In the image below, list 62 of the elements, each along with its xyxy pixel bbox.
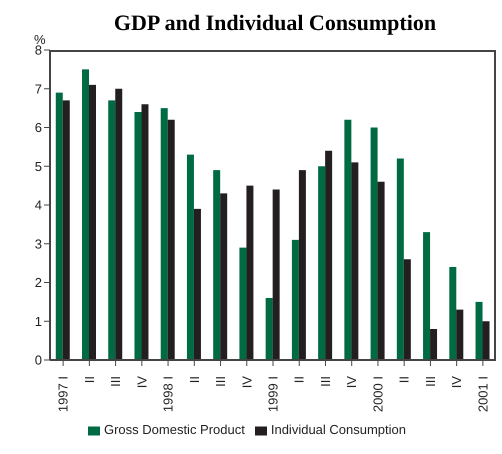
bar [194, 208, 201, 360]
bar [246, 186, 254, 360]
bar [56, 92, 63, 360]
legend-label: Individual Consumption [270, 422, 406, 437]
y-tick-label: 0 [34, 352, 42, 368]
bar [186, 154, 194, 360]
bar [292, 240, 299, 360]
bar [396, 158, 404, 360]
y-tick-label: 2 [34, 275, 42, 290]
bar [213, 170, 220, 360]
bar [344, 120, 352, 360]
y-tick-label: 7 [34, 81, 42, 96]
bar [168, 120, 175, 360]
bar [266, 298, 273, 360]
x-tick-label: 1998 I [160, 376, 176, 412]
bar [239, 248, 246, 360]
bar [378, 182, 385, 360]
x-tick-label: 2001 I [475, 376, 490, 412]
bar [141, 104, 148, 360]
x-tick-label: II [396, 376, 412, 384]
bar [430, 329, 438, 360]
legend-label: Gross Domestic Product [104, 422, 245, 437]
bar [325, 150, 332, 360]
bar [318, 166, 326, 360]
x-tick-label: IV [344, 376, 360, 388]
y-tick-label: 6 [34, 120, 42, 136]
x-tick-label: III [318, 376, 333, 387]
x-tick-label: II [186, 376, 202, 384]
x-tick-label: 1999 I [266, 376, 280, 412]
x-tick-label: III [213, 376, 228, 387]
y-tick-label: 3 [34, 236, 42, 252]
x-tick-label: IV [134, 376, 150, 388]
bar [89, 84, 96, 360]
x-tick-label: IV [449, 376, 464, 388]
bar [449, 267, 456, 360]
x-tick-label: II [82, 376, 97, 384]
x-tick-label: IV [239, 376, 254, 388]
bar [476, 302, 483, 360]
bar [404, 259, 411, 360]
bar [220, 193, 228, 360]
x-tick-label: II [292, 376, 307, 384]
bar [160, 108, 168, 360]
bar [370, 128, 378, 360]
bar [108, 100, 116, 360]
bar [272, 190, 280, 360]
bar [423, 232, 430, 360]
y-tick-label: 5 [34, 158, 42, 174]
x-tick-label: III [422, 376, 438, 387]
bar [82, 69, 90, 360]
bar [298, 170, 306, 360]
y-tick-label: 1 [34, 314, 42, 329]
bar [456, 310, 464, 360]
x-tick-label: III [108, 376, 124, 387]
y-tick-label: 4 [34, 198, 42, 213]
bar [482, 321, 490, 360]
bar [115, 88, 122, 360]
bar [62, 100, 70, 360]
x-tick-label: 2000 I [370, 376, 386, 412]
bar [134, 112, 142, 360]
bar [351, 162, 358, 360]
chart-title: GDP and Individual Consumption [114, 10, 436, 35]
x-tick-label: 1997 I [56, 376, 71, 412]
